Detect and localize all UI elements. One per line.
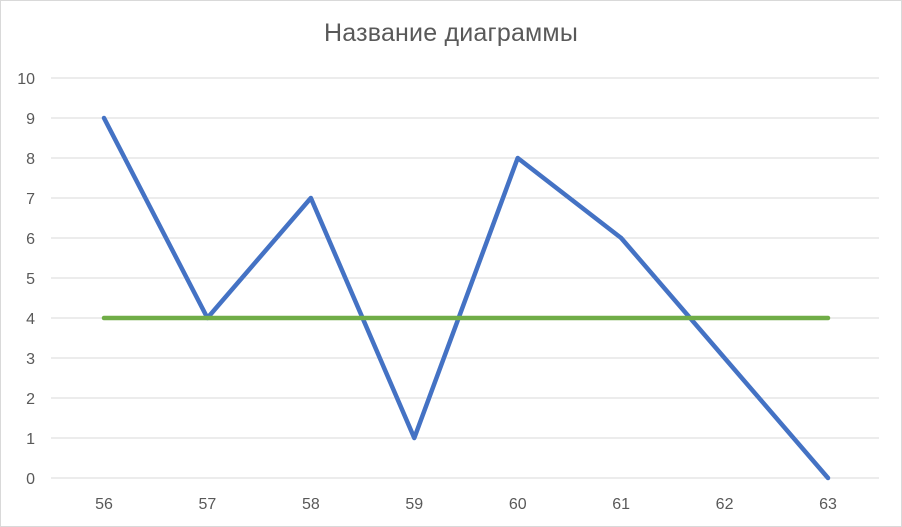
y-axis-labels: 0 1 2 3 4 5 6 7 8 9 10 [17,71,35,488]
x-tick-label-63: 63 [819,496,837,513]
series-line-1 [101,115,831,481]
x-axis-labels: 56 57 58 59 60 61 62 63 [95,496,837,513]
y-tick-label-6: 6 [26,231,35,248]
chart-title: Название диаграммы [324,19,578,47]
y-tick-label-1: 1 [26,431,35,448]
x-tick-label-59: 59 [405,496,423,513]
y-tick-label-8: 8 [26,151,35,168]
y-tick-label-2: 2 [26,391,35,408]
x-tick-label-58: 58 [302,496,320,513]
y-tick-label-7: 7 [26,191,35,208]
y-tick-label-10: 10 [17,71,35,88]
y-tick-label-5: 5 [26,271,35,288]
gridlines [51,77,879,479]
y-tick-label-4: 4 [26,311,35,328]
x-tick-label-56: 56 [95,496,113,513]
x-tick-label-57: 57 [199,496,217,513]
series-lines [101,115,831,481]
x-tick-label-62: 62 [716,496,734,513]
x-tick-label-60: 60 [509,496,527,513]
y-tick-label-3: 3 [26,351,35,368]
y-tick-label-0: 0 [26,471,35,488]
y-tick-label-9: 9 [26,111,35,128]
x-tick-label-61: 61 [612,496,630,513]
